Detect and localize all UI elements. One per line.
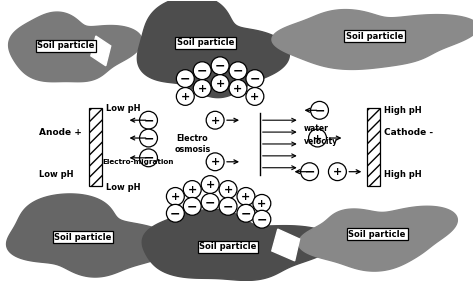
Circle shape [253, 195, 271, 212]
Circle shape [206, 111, 224, 129]
Circle shape [309, 129, 327, 147]
Text: +: + [233, 84, 243, 94]
Text: Soil particle: Soil particle [37, 41, 95, 50]
Text: −: − [143, 152, 154, 165]
Polygon shape [299, 206, 457, 271]
Circle shape [166, 204, 184, 222]
Circle shape [237, 204, 255, 222]
Bar [367, 108, 380, 186]
Text: −: − [205, 196, 215, 209]
Polygon shape [137, 0, 290, 98]
Text: +: + [257, 199, 266, 209]
Text: +: + [216, 79, 225, 89]
Text: Soil particle: Soil particle [176, 38, 234, 47]
Circle shape [219, 180, 237, 199]
Circle shape [176, 87, 194, 105]
Text: −: − [197, 65, 208, 78]
Text: +: + [188, 185, 197, 195]
Circle shape [206, 153, 224, 171]
Text: Electro-migration: Electro-migration [103, 159, 174, 165]
Text: Soil particle: Soil particle [200, 243, 257, 252]
Text: osmosis: osmosis [174, 146, 210, 155]
Circle shape [139, 111, 157, 129]
Circle shape [246, 87, 264, 105]
Text: High pH: High pH [384, 106, 422, 115]
Text: +: + [198, 84, 207, 94]
Text: High pH: High pH [384, 170, 422, 179]
Text: −: − [180, 73, 191, 86]
Circle shape [301, 163, 319, 180]
Text: Low pH: Low pH [39, 170, 73, 179]
Circle shape [310, 102, 328, 119]
Text: Soil particle: Soil particle [54, 233, 111, 242]
Text: −: − [143, 114, 154, 127]
Circle shape [193, 80, 211, 98]
Text: −: − [143, 132, 154, 145]
Text: −: − [215, 60, 225, 73]
Text: Soil particle: Soil particle [346, 32, 403, 41]
Circle shape [139, 149, 157, 167]
Text: +: + [206, 180, 215, 190]
Text: +: + [333, 167, 342, 177]
Text: +: + [250, 92, 260, 102]
Circle shape [211, 57, 229, 75]
Circle shape [328, 163, 346, 180]
Text: +: + [181, 92, 190, 102]
Text: −: − [233, 65, 243, 78]
Text: +: + [171, 192, 180, 202]
Polygon shape [9, 12, 142, 82]
Circle shape [211, 75, 229, 92]
Text: Low pH: Low pH [106, 104, 140, 113]
Text: −: − [304, 166, 315, 179]
Polygon shape [272, 10, 474, 69]
Circle shape [201, 193, 219, 211]
Text: −: − [314, 104, 325, 117]
Text: +: + [241, 192, 251, 202]
Text: Electro: Electro [176, 134, 208, 142]
Circle shape [237, 188, 255, 205]
Text: Low pH: Low pH [106, 183, 140, 192]
Text: −: − [256, 213, 267, 226]
Circle shape [219, 197, 237, 215]
Circle shape [166, 188, 184, 205]
Text: −: − [170, 207, 181, 220]
Circle shape [253, 210, 271, 228]
Text: +: + [210, 116, 220, 126]
Circle shape [229, 80, 247, 98]
Text: −: − [250, 73, 260, 86]
Circle shape [183, 180, 201, 199]
Text: water: water [304, 124, 328, 133]
Text: Soil particle: Soil particle [348, 230, 406, 239]
Text: −: − [187, 200, 198, 213]
Circle shape [176, 70, 194, 87]
Polygon shape [142, 210, 335, 280]
Circle shape [193, 62, 211, 80]
Text: Cathode -: Cathode - [384, 127, 433, 136]
Text: +: + [223, 185, 233, 195]
Text: velocity: velocity [304, 138, 338, 146]
Circle shape [183, 197, 201, 215]
Polygon shape [91, 36, 111, 66]
Text: +: + [313, 133, 322, 144]
Polygon shape [272, 229, 300, 261]
Circle shape [246, 70, 264, 87]
Text: −: − [241, 207, 251, 220]
Circle shape [139, 129, 157, 147]
Circle shape [201, 176, 219, 193]
Circle shape [229, 62, 247, 80]
Text: Anode +: Anode + [39, 127, 82, 136]
Polygon shape [7, 194, 174, 277]
Bar [89, 108, 102, 186]
Text: −: − [223, 200, 233, 213]
Text: +: + [210, 157, 220, 167]
